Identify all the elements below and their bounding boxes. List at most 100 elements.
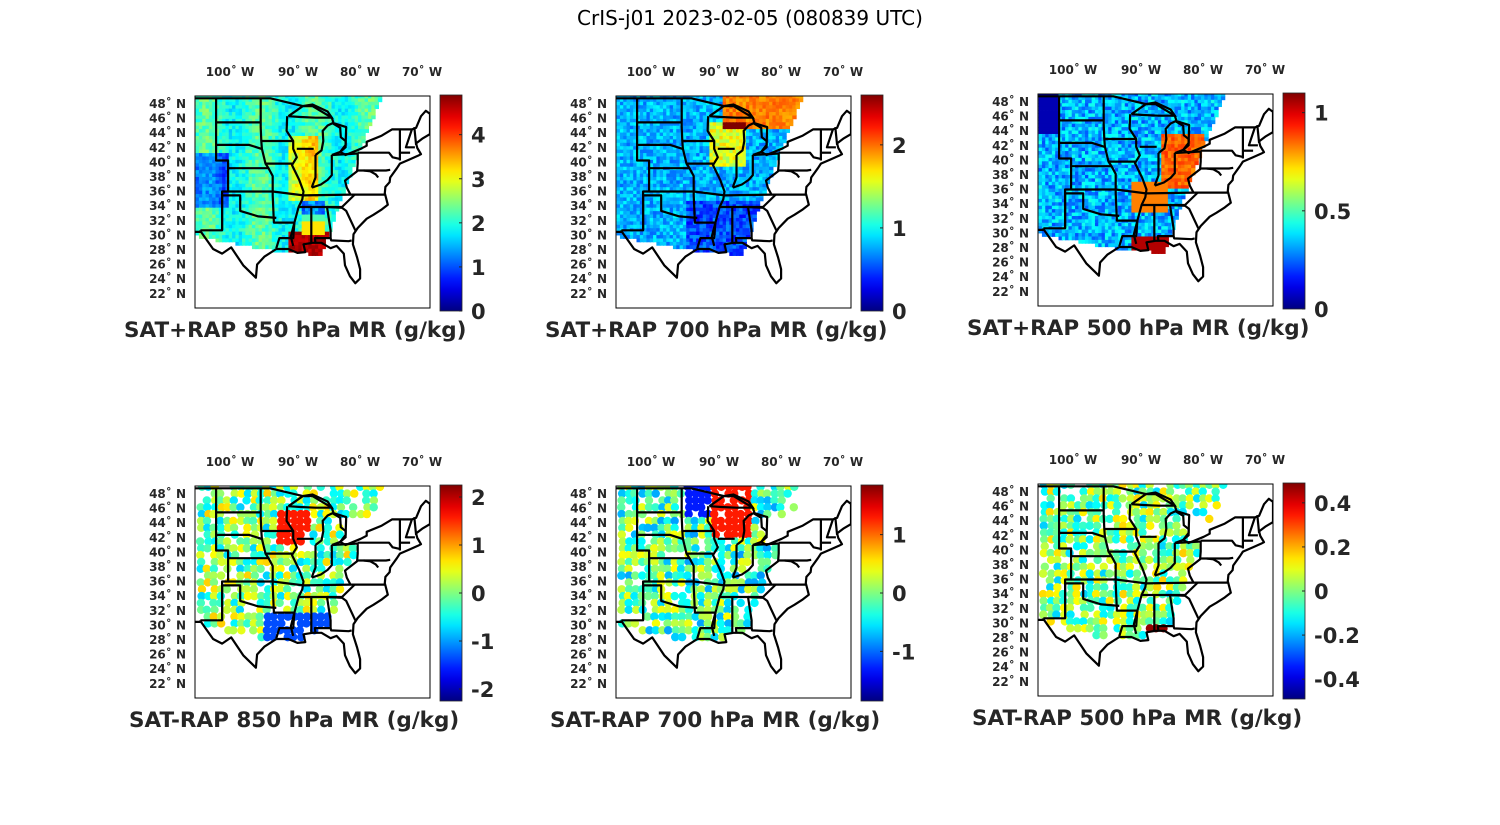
lat-tick-label: 24˚ N [149,271,186,286]
map-plot-sat-plus-rap-850: 100˚ W 90˚ W 80˚ W 70˚ W 48˚ N46˚ N44˚ N42˚ … [120,58,540,358]
data-cell [792,109,796,113]
data-cell [782,133,786,137]
colorbar-tick-label: 1 [892,217,907,241]
lat-tick-label: 26˚ N [149,257,186,272]
panel-sat-plus-rap-850: 100˚ W 90˚ W 80˚ W 70˚ W 48˚ N 46˚ N 44˚ N 42˚ … [120,58,540,358]
lat-tick-label: 28˚ N [570,242,607,257]
data-cell [365,126,369,130]
data-cell [1214,107,1218,111]
lat-tick-label: 36˚ N [570,184,607,199]
lat-tick-label: 26˚ N [570,257,607,272]
data-cell [772,163,776,167]
lon-tick-label: 100˚ W [627,64,675,79]
data-cell [1214,110,1218,114]
panel-sat-plus-rap-500: 100˚ W 90˚ W 80˚ W 70˚ W 48˚ N 46˚ N 44˚ N 42˚ … [963,56,1383,356]
data-cell [378,98,382,102]
data-cell [739,252,743,256]
data-cell [325,232,329,236]
state-border [779,170,812,171]
lat-tick-label: 34˚ N [149,198,186,213]
lon-tick-label: 70˚ W [402,64,442,79]
lat-tick-label: 22˚ N [570,286,607,301]
data-cell [1208,127,1212,131]
data-cell [789,119,793,123]
data-cell [756,201,760,205]
data-cell [351,163,355,167]
data-cell [799,98,803,102]
data-cell [786,129,790,133]
lon-tick-label: 90˚ W [278,64,318,79]
data-cell [1214,113,1218,117]
map-plot-sat-plus-rap-500: 100˚ W 90˚ W 80˚ W 70˚ W48˚ N46˚ N44˚ N42˚ … [963,56,1383,356]
lat-tick-label: 36˚ N [149,184,186,199]
map-plot-sat-plus-rap-700: 100˚ W 90˚ W 80˚ W 70˚ W48˚ N46˚ N44˚ N42˚ … [541,58,961,358]
data-cell [365,129,369,133]
data-cell [371,109,375,113]
lon-tick-label: 90˚ W [699,64,739,79]
data-cell [338,197,342,201]
panel-title: SAT+RAP 700 hPa MR (g/kg) [545,318,887,343]
data-cell [358,143,362,147]
data-cell [782,136,786,140]
data-cell [318,252,322,256]
colorbar-tick-label: 0 [892,300,907,324]
data-cell [769,167,773,171]
lat-tick-label: 48˚ N [149,96,186,111]
data-cell [1218,100,1222,104]
lat-tick-label: 46˚ N [570,111,607,126]
lon-tick-label: 100˚ W [206,64,254,79]
lat-tick-label: 48˚ N [570,96,607,111]
data-cell [375,102,379,106]
data-cell [796,105,800,109]
data-cell [361,139,365,143]
data-cell [361,136,365,140]
data-cell [331,215,335,219]
data-cell [341,187,345,191]
state-border [358,170,391,171]
data-cell [789,122,793,126]
colorbar-tick-label: 4 [471,124,486,148]
lat-tick-label: 44˚ N [570,125,607,140]
data-cell [375,105,379,109]
data-cell [318,249,322,253]
data-cell [331,211,335,215]
data-cell [1211,120,1215,124]
data-cell [779,143,783,147]
lat-tick-label: 46˚ N [149,111,186,126]
lon-tick-label: 80˚ W [340,64,380,79]
data-cell [371,112,375,116]
lon-tick-label: 80˚ W [761,64,801,79]
data-cell [739,249,743,253]
lat-tick-label: 38˚ N [149,169,186,184]
colorbar [861,95,883,311]
data-cell [792,112,796,116]
data-cell [348,170,352,174]
colorbar-tick-label: 3 [471,168,486,192]
data-cell [348,167,352,171]
colorbar-tick-label: 2 [471,212,486,236]
data-cell [796,102,800,106]
data-cell [335,201,339,205]
data-cell [759,197,763,201]
lat-tick-label: 40˚ N [149,154,186,169]
lat-tick-label: 28˚ N [149,242,186,257]
data-cell [1204,131,1208,135]
colorbar-tick-label: 1 [471,256,486,280]
lat-tick-label: 44˚ N [149,125,186,140]
data-cell [772,160,776,164]
data-cell [769,170,773,174]
panel-sat-plus-rap-700: 100˚ W 90˚ W 80˚ W 70˚ W 48˚ N 46˚ N 44˚ N 42˚ … [541,58,961,358]
lat-tick-label: 34˚ N [570,198,607,213]
data-cell [1221,96,1225,100]
lat-tick-label: 42˚ N [149,140,186,155]
lat-tick-label: 32˚ N [570,213,607,228]
data-cell [331,218,335,222]
data-cell [351,160,355,164]
colorbar [440,95,462,311]
lat-tick-label: 30˚ N [149,227,186,242]
data-cell [782,139,786,143]
lat-tick-label: 32˚ N [149,213,186,228]
data-cell [752,218,756,222]
lat-tick-label: 40˚ N [570,154,607,169]
figure-title: CrIS-j01 2023-02-05 (080839 UTC) [0,6,1500,30]
